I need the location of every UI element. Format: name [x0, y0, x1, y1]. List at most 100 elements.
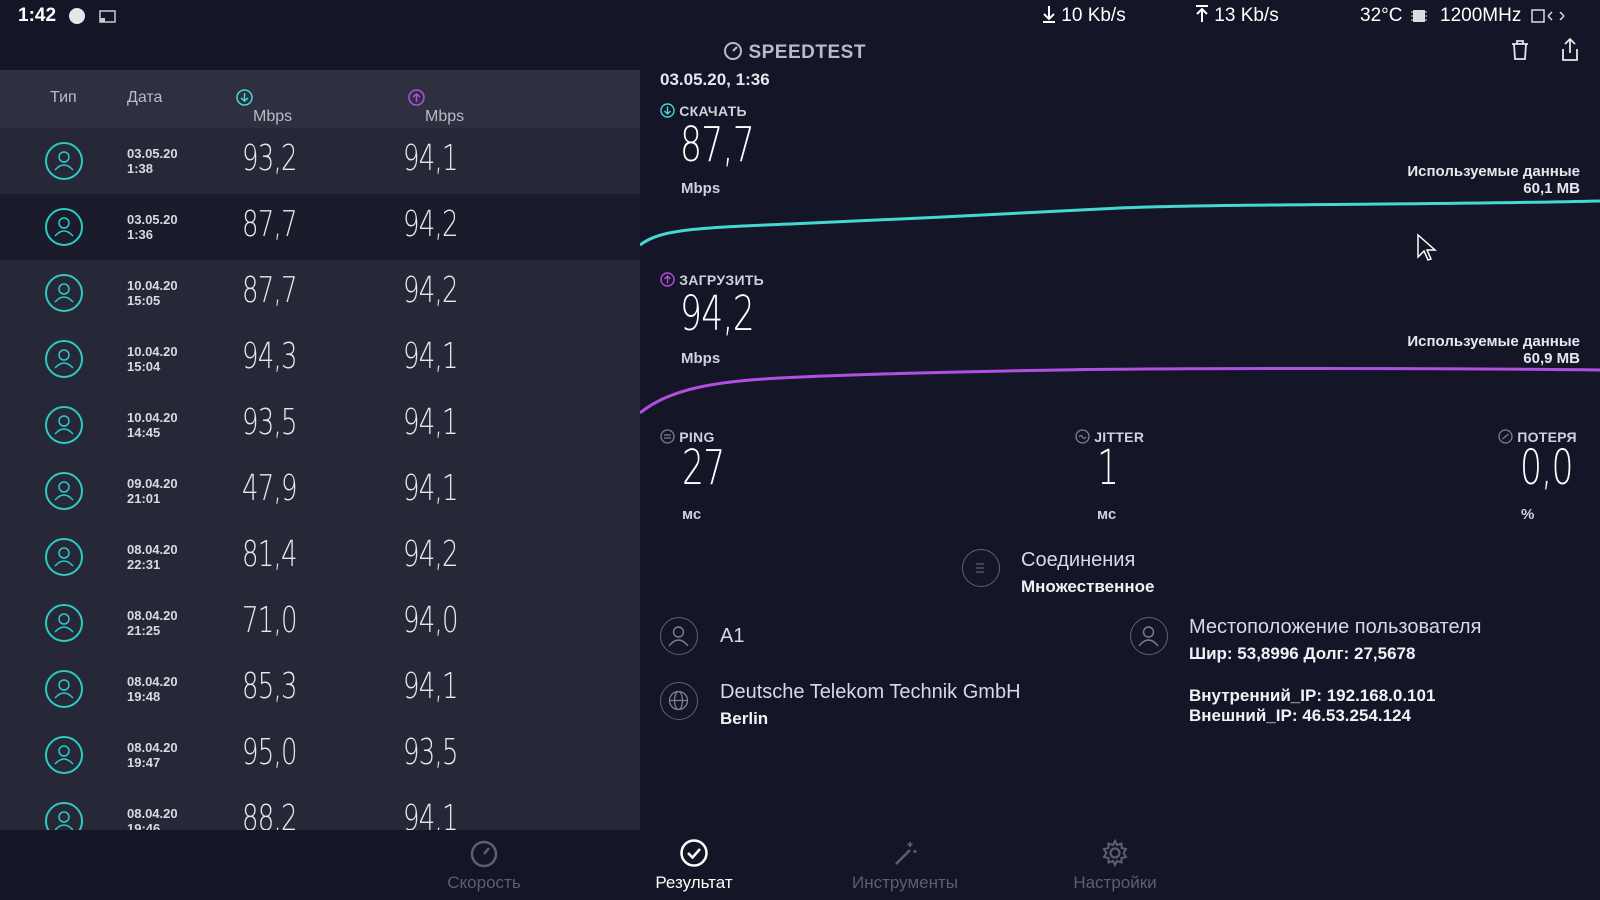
status-time: 1:42 [18, 5, 57, 26]
row-upload: 94,1 [403, 402, 459, 443]
user-avatar-icon [45, 340, 83, 378]
row-time: 1:38 [127, 161, 154, 176]
nav-settings[interactable]: Настройки [1035, 830, 1195, 900]
row-datetime: 03.05.20 1:38 [127, 146, 178, 176]
ping-value: 27 [682, 440, 725, 496]
table-row[interactable]: 08.04.20 19:48 85,3 94,1 [0, 656, 640, 722]
temperature: 32°C [1360, 5, 1403, 26]
app-title: SPEEDTEST [722, 39, 866, 64]
download-label: СКАЧАТЬ [660, 103, 747, 119]
table-row[interactable]: 10.04.20 15:05 87,7 94,2 [0, 260, 640, 326]
row-upload: 94,2 [403, 204, 459, 245]
upload-rate-value: 13 Kb/s [1214, 5, 1279, 26]
download-graph [640, 199, 1600, 247]
upload-value: 94,2 [680, 286, 755, 342]
user-avatar-icon [45, 670, 83, 708]
cast-icon [99, 8, 116, 30]
delete-button[interactable] [1508, 38, 1532, 67]
col-download[interactable]: Mbps [236, 89, 292, 125]
upload-graph-line [640, 367, 1600, 415]
table-row[interactable]: 08.04.20 19:47 95,0 93,5 [0, 722, 640, 788]
jitter-value: 1 [1097, 440, 1119, 496]
download-circle-icon [660, 103, 675, 118]
location-coords: Шир: 53,8996 Долг: 27,5678 [1189, 644, 1416, 663]
user-avatar-icon [45, 472, 83, 510]
nav-result[interactable]: Результат [614, 830, 774, 900]
share-icon [1562, 37, 1578, 61]
loss-label-text: ПОТЕРЯ [1517, 429, 1577, 445]
ping-label: PING [660, 429, 715, 445]
provider-name: A1 [720, 625, 745, 647]
ping-label-text: PING [679, 429, 715, 445]
row-time: 19:47 [127, 755, 161, 770]
row-time: 15:05 [127, 293, 161, 308]
row-download: 93,5 [242, 402, 298, 443]
upload-used-data: Используемые данные 60,9 MB [1260, 333, 1580, 367]
row-download: 95,0 [242, 732, 298, 773]
ping-unit: мс [682, 506, 702, 523]
external-ip: Внешний_IP: 46.53.254.124 [1189, 706, 1411, 725]
history-header: Тип Дата Mbps Mbps [0, 70, 640, 128]
server-city: Berlin [720, 709, 769, 728]
row-datetime: 10.04.20 15:04 [127, 344, 178, 374]
row-date: 03.05.20 [127, 146, 178, 161]
upload-used-value: 60,9 MB [1523, 350, 1580, 367]
col-upload[interactable]: Mbps [408, 89, 464, 125]
history-table[interactable]: Тип Дата Mbps Mbps 03.05.20 1:38 93,2 94,1 0… [0, 70, 640, 830]
check-circle-icon [680, 839, 708, 867]
share-button[interactable] [1558, 37, 1582, 68]
upload-graph [640, 367, 1600, 415]
loss-unit: % [1521, 506, 1535, 523]
result-datetime: 03.05.20, 1:36 [660, 70, 770, 89]
row-download: 94,3 [242, 336, 298, 377]
server-name: Deutsche Telekom Technik GmbH [720, 681, 1021, 703]
row-datetime: 08.04.20 19:48 [127, 674, 178, 704]
row-date: 08.04.20 [127, 608, 178, 623]
connections-value: Множественное [1021, 577, 1155, 596]
loss-label: ПОТЕРЯ [1498, 429, 1577, 445]
row-time: 1:36 [127, 227, 154, 242]
upload-circle-icon [408, 89, 425, 106]
nav-speed[interactable]: Скорость [404, 830, 564, 900]
download-used-label: Используемые данные [1407, 163, 1580, 180]
table-row[interactable]: 03.05.20 1:38 93,2 94,1 [0, 128, 640, 194]
table-row[interactable]: 08.04.20 19:46 88,2 94,1 [0, 788, 640, 830]
upload-arrow-icon [1196, 5, 1208, 22]
upload-label-text: ЗАГРУЗИТЬ [679, 272, 765, 288]
row-date: 10.04.20 [127, 278, 178, 293]
table-row[interactable]: 08.04.20 22:31 81,4 94,2 [0, 524, 640, 590]
user-avatar-icon [45, 604, 83, 642]
nav-tools[interactable]: Инструменты [825, 830, 985, 900]
user-avatar-icon [45, 274, 83, 312]
row-datetime: 08.04.20 22:31 [127, 542, 178, 572]
row-date: 10.04.20 [127, 410, 178, 425]
col-download-unit: Mbps [253, 108, 293, 125]
upload-unit: Mbps [681, 350, 721, 367]
row-time: 21:25 [127, 623, 161, 638]
loss-value: 0,0 [1520, 440, 1574, 496]
chip-icon [1410, 7, 1428, 31]
download-used-value: 60,1 MB [1523, 180, 1580, 197]
row-upload: 93,5 [403, 732, 459, 773]
col-type[interactable]: Тип [50, 89, 77, 106]
row-datetime: 10.04.20 15:05 [127, 278, 178, 308]
row-datetime: 08.04.20 21:25 [127, 608, 178, 638]
ping-icon [660, 429, 675, 444]
table-row[interactable]: 10.04.20 14:45 93,5 94,1 [0, 392, 640, 458]
row-download: 87,7 [242, 204, 298, 245]
jitter-label-text: JITTER [1094, 429, 1145, 445]
connections-icon [962, 549, 1000, 587]
row-date: 09.04.20 [127, 476, 178, 491]
cpu-freq-icon [1530, 8, 1570, 30]
table-row[interactable]: 09.04.20 21:01 47,9 94,1 [0, 458, 640, 524]
row-datetime: 03.05.20 1:36 [127, 212, 178, 242]
connections-label: Соединения [1021, 549, 1136, 571]
col-date[interactable]: Дата [127, 89, 163, 106]
row-time: 19:46 [127, 821, 161, 830]
user-avatar-icon [45, 538, 83, 576]
table-row[interactable]: 08.04.20 21:25 71,0 94,0 [0, 590, 640, 656]
table-row[interactable]: 10.04.20 15:04 94,3 94,1 [0, 326, 640, 392]
row-date: 10.04.20 [127, 344, 178, 359]
download-label-text: СКАЧАТЬ [679, 103, 747, 119]
table-row[interactable]: 03.05.20 1:36 87,7 94,2 [0, 194, 640, 260]
